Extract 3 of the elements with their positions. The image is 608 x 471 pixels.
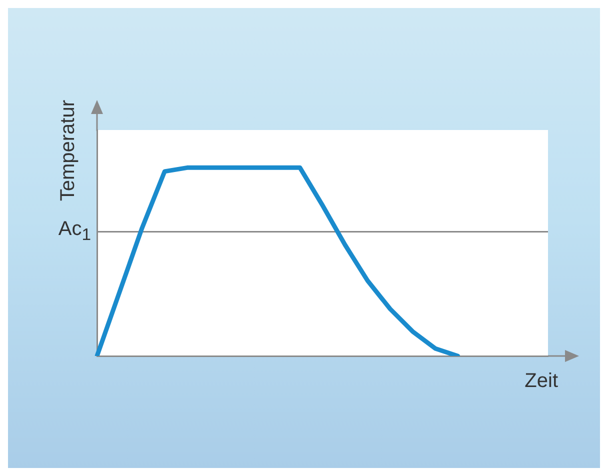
x-axis-title: Zeit	[524, 370, 558, 393]
ref-line-label: Ac$_{1}$	[58, 218, 91, 245]
y-axis-title: Temperatur	[57, 100, 79, 202]
